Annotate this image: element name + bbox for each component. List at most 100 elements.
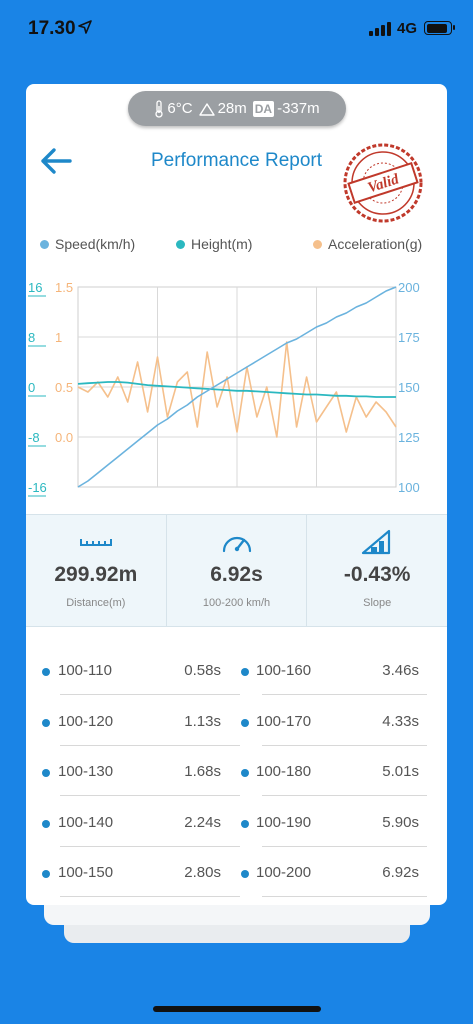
conditions-pill: 6°C 28m DA -337m: [128, 91, 346, 126]
height-axis-tick-label: 0: [28, 380, 35, 395]
thermometer-icon: [155, 99, 164, 118]
split-divider: [60, 694, 240, 695]
acceleration-axis-tick-label: 1.5: [55, 280, 73, 295]
split-time-value: 2.24s: [184, 813, 221, 831]
bullet-icon: [42, 819, 50, 828]
height-axis-tick-label: 16: [28, 280, 42, 295]
split-row: 100-120 1.13s 100-170 4.33s: [26, 695, 447, 746]
speed-axis-tick-label: 125: [398, 430, 420, 445]
split-divider: [262, 744, 427, 746]
temperature-value: 6°C: [167, 100, 193, 117]
split-row: 100-130 1.68s 100-180 5.01s: [26, 745, 447, 796]
speed-series-line: [77, 286, 397, 488]
status-bar: 17.30 4G: [0, 0, 473, 56]
legend-acceleration[interactable]: Acceleration(g): [313, 236, 422, 252]
split-time-value: 6.92s: [382, 864, 419, 881]
acceleration-axis-tick-label: 0.0: [55, 430, 73, 445]
split-time-value: 0.58s: [184, 662, 221, 679]
legend-dot-speed: [40, 239, 49, 249]
split-divider: [60, 896, 240, 897]
split-item-right: 100-170 4.33s: [26, 695, 447, 746]
split-range-label: 100-190: [256, 813, 312, 831]
split-divider: [262, 795, 427, 796]
split-time-value: 1.68s: [184, 763, 221, 780]
acceleration-series-line: [77, 341, 397, 438]
legend-dot-acceleration: [313, 239, 322, 249]
distance-label: Distance(m): [66, 597, 126, 609]
altitude-value: 28m: [217, 100, 247, 117]
slope-label: Slope: [363, 597, 392, 609]
signal-icon: [369, 22, 391, 36]
battery-icon: [424, 21, 455, 35]
bullet-icon: [241, 769, 249, 777]
split-row: 100-150 2.80s 100-200 6.92s: [26, 846, 447, 897]
split-item-right: 100-200 6.92s: [26, 846, 447, 897]
split-divider: [60, 744, 240, 746]
home-indicator[interactable]: [153, 1006, 321, 1012]
location-arrow-icon: [78, 20, 92, 34]
acceleration-axis-tick-label: 0.5: [55, 380, 73, 395]
page-title: Performance Report: [150, 150, 323, 171]
slope-value: -0.43%: [343, 563, 411, 586]
split-divider: [262, 694, 427, 695]
stat-slope: -0.43% Slope: [306, 515, 447, 626]
time-label: 100-200 km/h: [202, 597, 271, 609]
height-axis-tick-label: -16: [28, 480, 47, 495]
stats-panel: 299.92m Distance(m) 6.92s 100-200 km/h -…: [26, 514, 447, 627]
bullet-icon: [42, 718, 50, 727]
bullet-icon: [42, 769, 50, 777]
speed-axis-tick-label: 200: [398, 280, 420, 295]
split-item-left: 100-150 2.80s: [26, 846, 447, 897]
back-button[interactable]: [38, 146, 74, 176]
valid-stamp-icon: Valid: [343, 143, 423, 223]
height-axis-tick-label: -8: [28, 430, 40, 445]
split-range-label: 100-140: [58, 813, 114, 831]
split-range-label: 100-170: [256, 712, 312, 730]
split-divider: [60, 845, 240, 847]
distance-value: 299.92m: [54, 563, 138, 586]
stat-time: 6.92s 100-200 km/h: [165, 515, 307, 626]
split-divider: [262, 896, 427, 897]
stat-distance: 299.92m Distance(m): [26, 515, 166, 626]
split-row: 100-140 2.24s 100-190 5.90s: [26, 796, 447, 847]
acceleration-axis-tick-label: 1: [55, 330, 62, 345]
split-item-left: 100-140 2.24s: [26, 796, 447, 847]
split-divider: [262, 845, 427, 847]
split-item-right: 100-160 3.46s: [26, 644, 447, 695]
split-range-label: 100-120: [58, 712, 114, 730]
bullet-icon: [42, 668, 50, 676]
back-arrow-icon: [41, 148, 72, 174]
split-range-label: 100-130: [58, 763, 114, 780]
bullet-icon: [241, 870, 249, 878]
bullet-icon: [241, 718, 249, 727]
speedometer-icon: [222, 536, 251, 553]
height-axis-tick-label: 8: [28, 330, 35, 345]
legend-dot-height: [176, 239, 185, 249]
split-range-label: 100-150: [58, 864, 114, 881]
speed-axis-tick-label: 150: [398, 380, 420, 395]
slope-icon: [362, 529, 391, 555]
split-divider: [60, 795, 240, 796]
network-type: 4G: [397, 20, 418, 37]
height-series-line: [77, 381, 396, 398]
split-range-label: 100-160: [256, 662, 312, 679]
split-range-label: 100-200: [256, 864, 312, 881]
split-range-label: 100-110: [58, 662, 112, 679]
split-item-right: 100-190 5.90s: [26, 796, 447, 847]
legend-label-acceleration: Acceleration(g): [328, 236, 423, 252]
split-range-label: 100-180: [256, 763, 312, 780]
speed-axis-tick-label: 175: [398, 330, 420, 345]
performance-chart: 16 8 0 -8 -16 1.5 1 0.5 0.0 200 175 150 125 100: [28, 280, 420, 497]
legend-label-speed: Speed(km/h): [55, 236, 136, 252]
legend-speed[interactable]: Speed(km/h): [40, 236, 135, 252]
split-time-value: 4.33s: [382, 712, 419, 730]
split-time-value: 5.90s: [382, 813, 419, 831]
split-time-value: 2.80s: [184, 864, 221, 881]
time-value: 6.92s: [210, 563, 263, 586]
mountain-icon: [198, 102, 215, 116]
split-item-left: 100-110 0.58s: [26, 644, 447, 695]
bullet-icon: [42, 870, 50, 878]
performance-report-card: 6°C 28m DA -337m Performance Report Vali…: [26, 84, 447, 905]
legend-height[interactable]: Height(m): [176, 236, 252, 252]
density-altitude-value: -337m: [277, 100, 320, 117]
